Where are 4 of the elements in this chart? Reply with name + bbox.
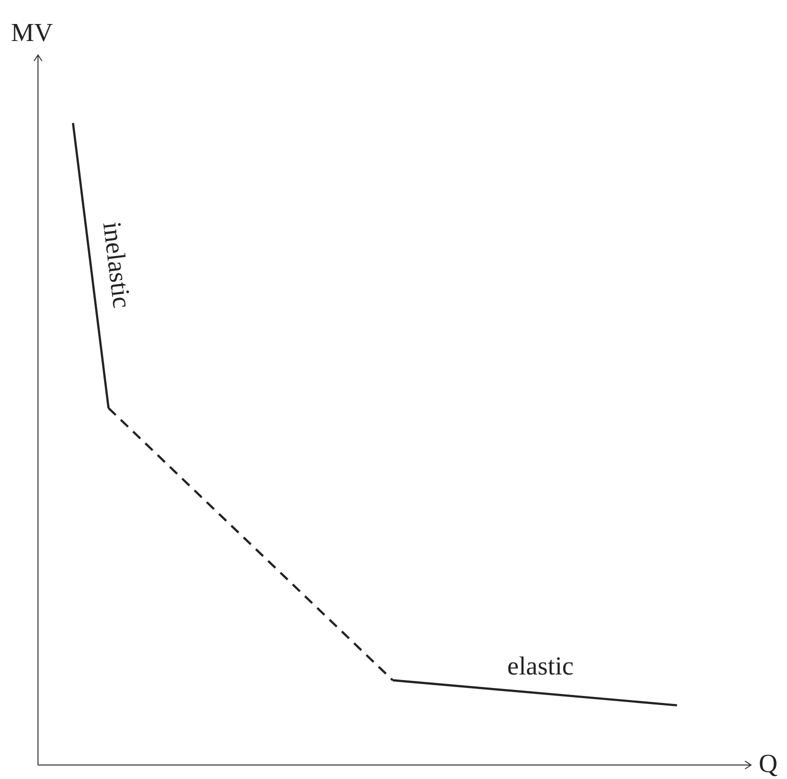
annotation: inelastic (97, 220, 137, 310)
annotation: elastic (507, 652, 574, 681)
x-axis-title: Q (758, 748, 778, 778)
y-axis-title: MV (11, 18, 54, 47)
